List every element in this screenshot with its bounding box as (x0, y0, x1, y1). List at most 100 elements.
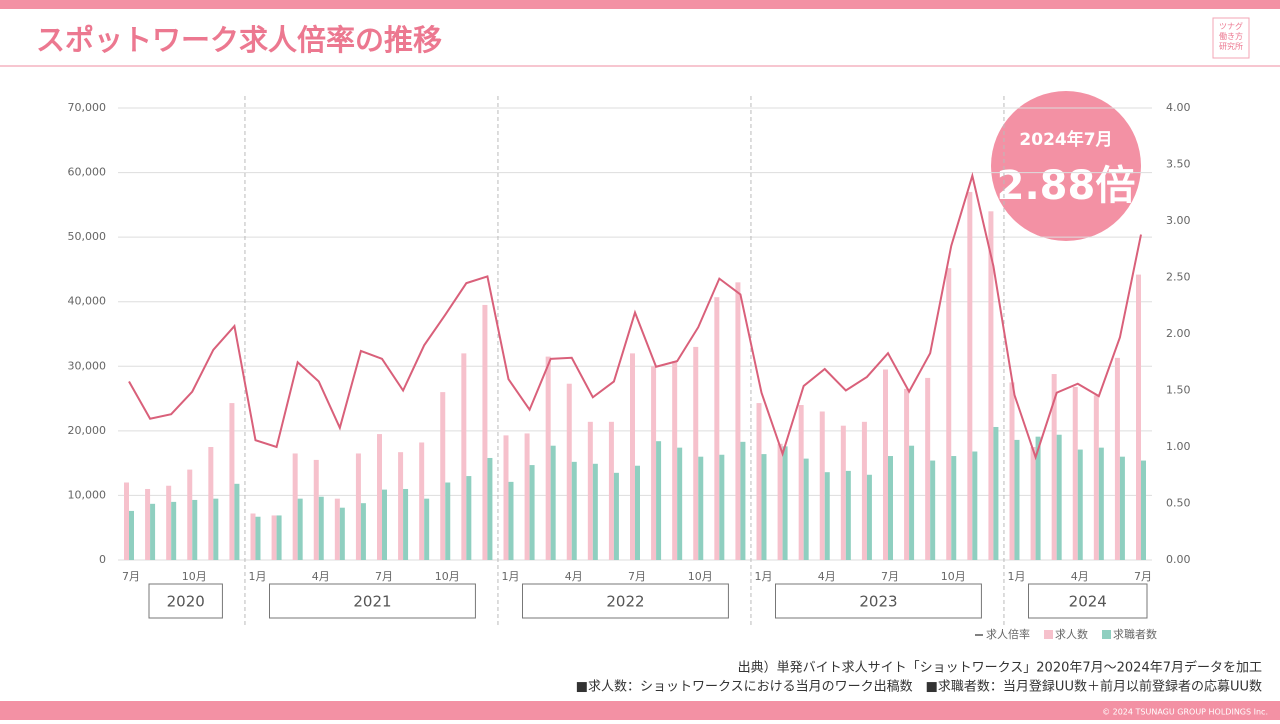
bar (360, 503, 366, 560)
bar (398, 452, 404, 560)
bar (930, 460, 936, 560)
bar (355, 453, 361, 560)
year-box (269, 583, 476, 619)
y2-tick-label: 4.00 (1166, 101, 1191, 114)
bar (1072, 386, 1078, 560)
x-tick-label: 4月 (1071, 570, 1089, 583)
bar (566, 383, 572, 560)
y-tick-label: 50,000 (68, 230, 107, 243)
y2-tick-label: 0.00 (1166, 553, 1191, 566)
bar (229, 403, 235, 560)
bar (461, 353, 467, 560)
year-label: 2020 (167, 593, 205, 611)
year-label: 2023 (859, 593, 897, 611)
year-label: 2021 (353, 593, 391, 611)
bar (145, 488, 151, 560)
x-tick-label: 4月 (312, 570, 330, 583)
y-tick-label: 10,000 (68, 488, 107, 501)
y2-tick-label: 3.00 (1166, 214, 1191, 227)
bar (208, 447, 214, 560)
bar (529, 465, 535, 560)
bar (187, 469, 193, 560)
bar (803, 458, 809, 560)
bar (334, 498, 340, 560)
x-tick-label: 10月 (182, 570, 207, 583)
bar (677, 447, 683, 560)
bar (861, 421, 867, 560)
bar (403, 488, 409, 560)
bar (587, 421, 593, 560)
y-tick-label: 60,000 (68, 166, 107, 179)
bar (318, 496, 324, 560)
bar (946, 268, 952, 560)
bar (925, 377, 931, 560)
bar (740, 441, 746, 560)
bar (719, 454, 725, 560)
legend-label: 求職者数 (1113, 628, 1157, 641)
bar (419, 442, 425, 560)
bar (1119, 456, 1125, 560)
y2-tick-label: 1.00 (1166, 440, 1191, 453)
y-tick-label: 20,000 (68, 424, 107, 437)
x-tick-label: 10月 (941, 570, 966, 583)
copyright: © 2024 TSUNAGU GROUP HOLDINGS Inc. (1102, 708, 1268, 717)
ratio-line (128, 171, 1142, 461)
x-tick-label: 1月 (502, 570, 520, 583)
bar (845, 470, 851, 560)
y2-tick-label: 3.50 (1166, 158, 1191, 171)
bar (909, 445, 915, 560)
bar (166, 485, 172, 560)
bar (1077, 449, 1083, 560)
bar (592, 463, 598, 560)
bar (1093, 395, 1099, 560)
bar (651, 366, 657, 560)
x-tick-label: 7月 (122, 570, 140, 583)
bar (213, 498, 219, 560)
x-tick-label: 7月 (1134, 570, 1152, 583)
bar (993, 426, 999, 560)
bar (904, 388, 910, 560)
bar (1098, 447, 1104, 560)
bar (1056, 434, 1062, 560)
bar (777, 443, 783, 560)
bar (150, 503, 156, 560)
x-tick-label: 10月 (688, 570, 713, 583)
x-tick-label: 7月 (628, 570, 646, 583)
badge-date: 2024年7月 (1019, 129, 1112, 150)
x-tick-label: 1月 (1008, 570, 1026, 583)
bar (1014, 439, 1020, 560)
x-tick-label: 10月 (435, 570, 460, 583)
bar (271, 515, 277, 560)
bar (234, 483, 240, 560)
bar (840, 425, 846, 560)
bar (608, 421, 614, 560)
source: 出典）単発バイト求人サイト「ショットワークス」2020年7月～2024年7月デー… (738, 660, 1262, 676)
y2-tick-label: 0.50 (1166, 497, 1191, 510)
bar (630, 353, 635, 560)
y-tick-label: 40,000 (68, 295, 107, 308)
bar (440, 392, 446, 560)
top-band (0, 0, 1280, 9)
x-tick-label: 4月 (818, 570, 836, 583)
bar (503, 435, 509, 560)
bar (550, 445, 556, 560)
bar (313, 459, 319, 560)
bar (967, 191, 973, 560)
bar (714, 297, 720, 560)
bottom-band (0, 701, 1280, 720)
year-box (522, 583, 729, 619)
bar (545, 356, 551, 560)
logo: ツナグ働き方研究所 (1219, 22, 1243, 51)
year-box (775, 583, 982, 619)
bar (482, 304, 488, 560)
bar (524, 433, 530, 560)
bar (782, 446, 788, 560)
x-tick-label: 7月 (881, 570, 899, 583)
bar (382, 489, 387, 560)
chart-title: スポットワーク求人倍率の推移 (36, 23, 442, 57)
bar (339, 507, 345, 560)
bar (487, 457, 493, 560)
bar (656, 441, 662, 560)
bar (124, 482, 129, 560)
y-tick-label: 70,000 (68, 101, 107, 114)
